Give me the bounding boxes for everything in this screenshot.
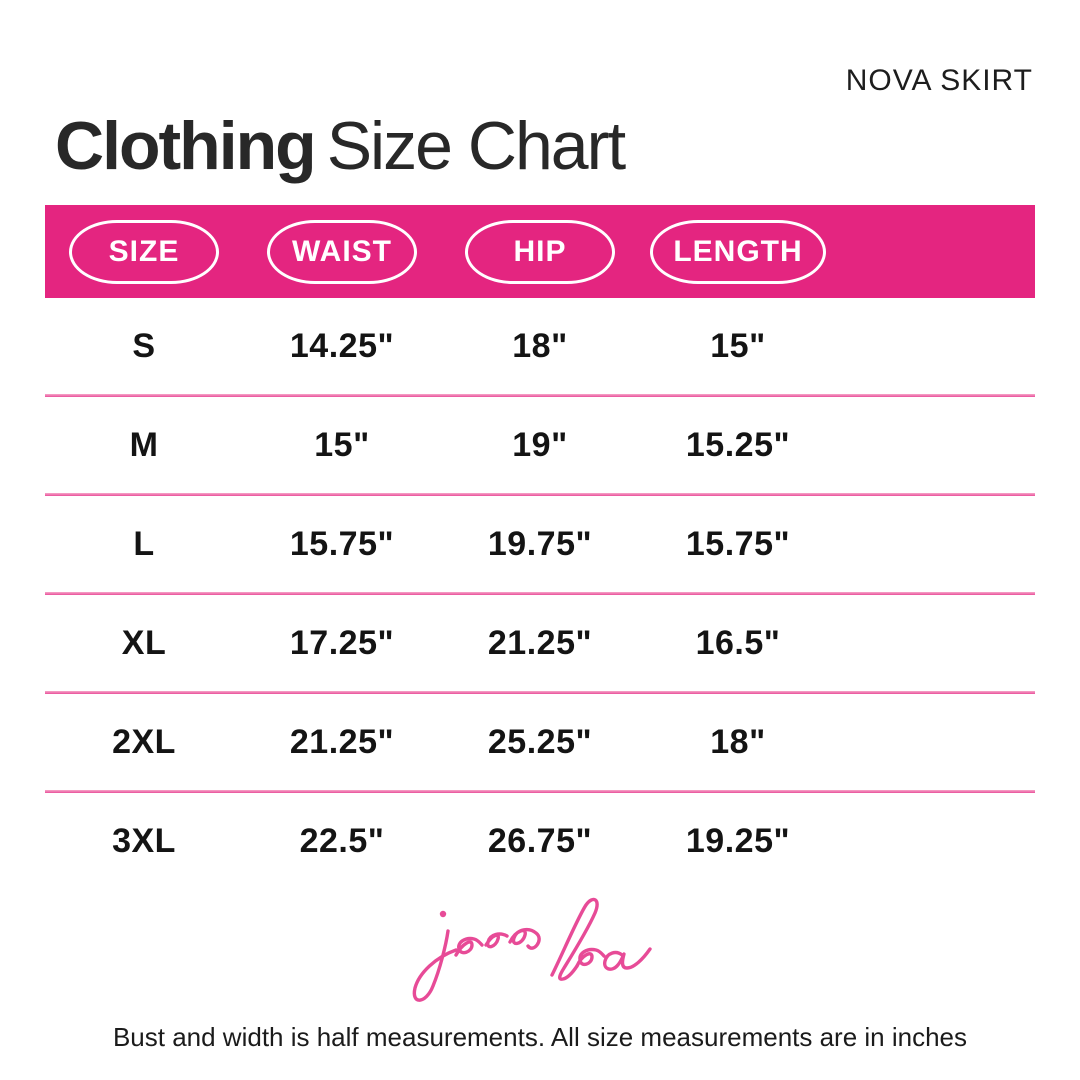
column-header-hip-pill: HIP <box>465 219 615 284</box>
signature-stroke-s1 <box>484 932 509 949</box>
column-header-length-pill: LENGTH <box>650 219 826 284</box>
product-name: NOVA SKIRT <box>845 64 1033 97</box>
table-row-m: M 15" 19" 15.25" <box>45 397 1035 493</box>
cell-waist: 22.5" <box>299 821 385 860</box>
table-header-band: SIZE WAIST HIP LENGTH <box>45 205 1035 298</box>
row-divider <box>45 790 1035 793</box>
table-row-3xl: 3XL 22.5" 26.75" 19.25" <box>45 793 1035 889</box>
cell-size: M <box>129 425 159 464</box>
signature-stroke-e2 <box>575 947 606 968</box>
column-header-size-pill: SIZE <box>69 219 219 284</box>
cell-size: 2XL <box>112 722 176 761</box>
table-row-s: S 14.25" 18" 15" <box>45 298 1035 394</box>
signature-stroke-s2 <box>508 927 541 950</box>
cell-hip: 19" <box>512 425 568 464</box>
row-divider <box>45 691 1035 694</box>
header-col-waist: WAIST <box>243 219 441 284</box>
signature-stroke-j <box>412 929 458 1002</box>
header-col-length: LENGTH <box>639 219 837 284</box>
size-table: S 14.25" 18" 15" M 15" 19" 15.25" L 15.7… <box>45 298 1035 889</box>
cell-hip: 25.25" <box>487 722 593 761</box>
title-word-clothing: Clothing <box>55 107 317 184</box>
row-divider <box>45 493 1035 496</box>
cell-waist: 21.25" <box>289 722 395 761</box>
cell-waist: 15" <box>314 425 370 464</box>
brand-signature-jess-lea <box>412 897 652 1002</box>
signature-j-dot <box>439 910 447 918</box>
cell-waist: 17.25" <box>289 623 395 662</box>
cell-size: L <box>133 524 155 563</box>
measurement-note: Bust and width is half measurements. All… <box>112 1022 968 1052</box>
cell-length: 19.25" <box>685 821 791 860</box>
cell-length: 15.25" <box>685 425 791 464</box>
cell-size: XL <box>121 623 167 662</box>
cell-hip: 26.75" <box>487 821 593 860</box>
cell-hip: 19.75" <box>487 524 593 563</box>
cell-length: 18" <box>710 722 766 761</box>
signature-stroke-e1 <box>454 936 484 957</box>
row-divider <box>45 592 1035 595</box>
table-row-2xl: 2XL 21.25" 25.25" 18" <box>45 694 1035 790</box>
cell-hip: 18" <box>512 326 568 365</box>
column-header-waist-pill: WAIST <box>267 219 417 284</box>
header-col-size: SIZE <box>45 219 243 284</box>
table-row-xl: XL 17.25" 21.25" 16.5" <box>45 595 1035 691</box>
cell-waist: 15.75" <box>289 524 395 563</box>
cell-size: 3XL <box>112 821 176 860</box>
cell-hip: 21.25" <box>487 623 593 662</box>
header-col-hip: HIP <box>441 219 639 284</box>
signature-stroke-a <box>603 947 652 971</box>
table-row-l: L 15.75" 19.75" 15.75" <box>45 496 1035 592</box>
row-divider <box>45 394 1035 397</box>
cell-waist: 14.25" <box>289 326 395 365</box>
signature-stroke-l <box>550 897 599 981</box>
title-words-size-chart: Size Chart <box>326 107 626 184</box>
cell-size: S <box>132 326 156 365</box>
cell-length: 15" <box>710 326 766 365</box>
cell-length: 15.75" <box>685 524 791 563</box>
page-title: Clothing Size Chart <box>55 107 626 184</box>
cell-length: 16.5" <box>695 623 781 662</box>
